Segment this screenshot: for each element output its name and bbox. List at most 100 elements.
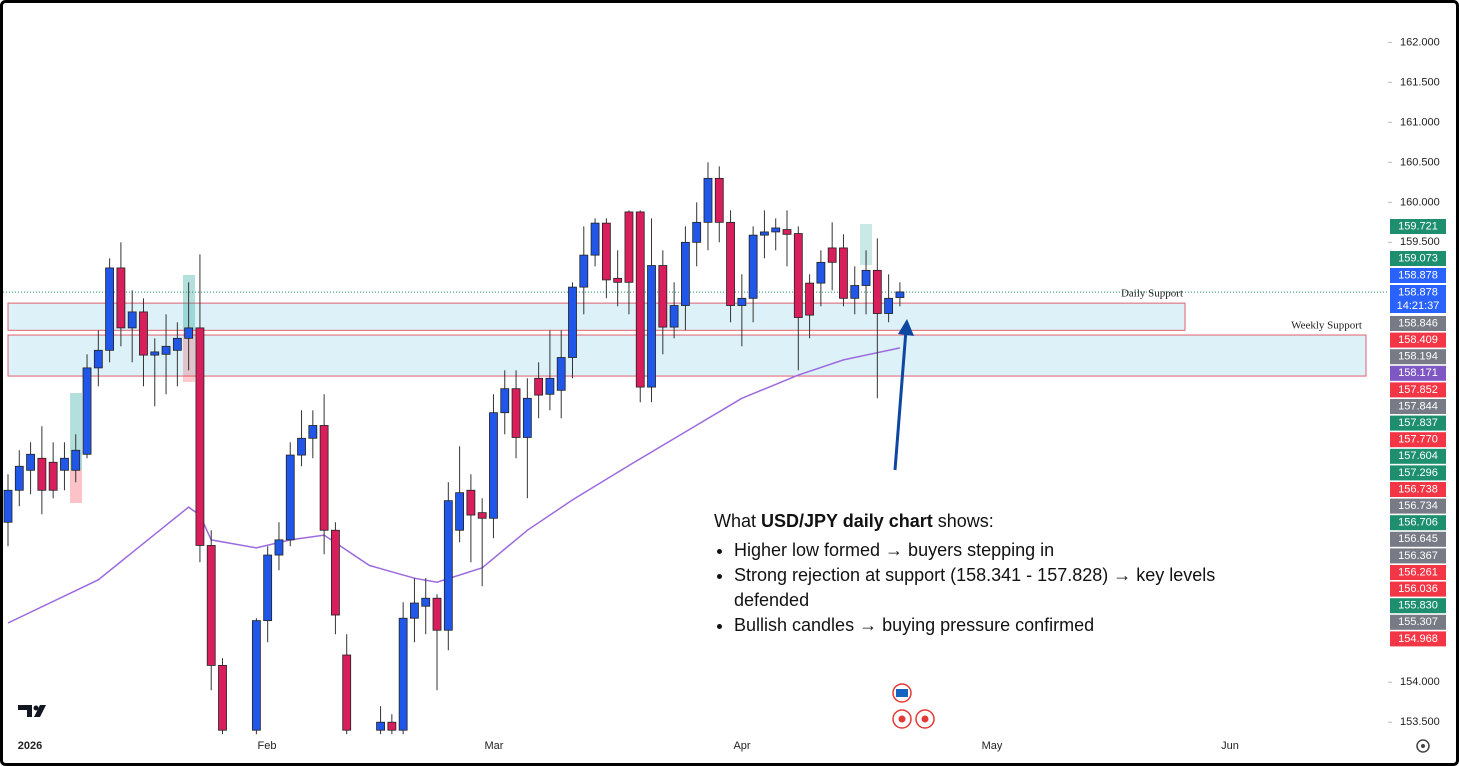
candle-body (195, 327, 205, 546)
price-label-box (1390, 268, 1446, 283)
price-label-box (1390, 598, 1446, 614)
price-label-box (1390, 565, 1446, 580)
candle-body (285, 454, 295, 541)
price-label-box (1390, 251, 1446, 266)
candle-body (579, 254, 589, 288)
support-zone (7, 334, 1367, 377)
bullet-list: Higher low formed → buyers stepping inSt… (714, 538, 1274, 638)
candle-body (748, 234, 758, 299)
candle-body (489, 412, 498, 519)
price-label: 155.830 (1398, 600, 1438, 612)
highlight (860, 224, 872, 265)
candle-body (624, 211, 634, 283)
candle-body (14, 465, 24, 491)
candle-body (308, 425, 318, 439)
x-tick-label: Feb (258, 740, 277, 752)
candle-body (139, 311, 148, 356)
y-tick-label: 161.000 (1400, 116, 1440, 128)
candle-body (771, 227, 781, 233)
candle-body (884, 297, 894, 314)
event-icons (892, 683, 935, 729)
bullet: Bullish candles → buying pressure confir… (734, 613, 1274, 638)
candle-body (839, 247, 848, 299)
candle-body (500, 388, 510, 414)
candle-body (861, 269, 871, 286)
candle-body (218, 665, 227, 731)
arrow (893, 329, 908, 471)
price-label-box (1390, 349, 1446, 365)
candle-body (522, 397, 532, 438)
price-label-box (1390, 482, 1446, 497)
bullet: Strong rejection at support (158.341 - 1… (734, 563, 1274, 613)
candle-body (827, 247, 837, 263)
price-label: 156.367 (1398, 550, 1438, 562)
x-tick-label: May (982, 740, 1003, 752)
candle-body (793, 233, 803, 318)
candle-body (511, 388, 521, 438)
candle-body (376, 721, 385, 731)
candle-body (116, 267, 126, 329)
price-label-box (1390, 332, 1446, 348)
price-label: 156.645 (1398, 533, 1438, 545)
candle-body (647, 265, 656, 388)
candle-body (105, 267, 115, 351)
candle-body (93, 349, 103, 369)
candle-body (692, 221, 702, 243)
candle-body (872, 269, 882, 314)
price-label-box (1390, 399, 1446, 414)
candle-body (681, 241, 690, 306)
highlight (70, 470, 82, 503)
heading-text: What (714, 511, 762, 531)
candle-body (26, 453, 35, 471)
price-label-box (1390, 498, 1446, 514)
candle-body (714, 177, 724, 223)
y-tick-label: 160.000 (1400, 196, 1440, 208)
candle-body (782, 229, 792, 235)
candle-body (477, 512, 487, 519)
x-tick-label: Apr (733, 740, 750, 752)
y-tick-label: 161.500 (1400, 76, 1440, 88)
price-label-box (1390, 432, 1446, 448)
candle-body (297, 437, 306, 456)
candle-body (895, 291, 905, 298)
y-tick-label: 159.500 (1400, 236, 1440, 248)
settings-icon[interactable] (1416, 739, 1430, 753)
candle-body (455, 492, 465, 531)
candle-body (703, 177, 713, 223)
candle-body (635, 211, 645, 388)
price-label-box (1390, 365, 1446, 381)
candle-body (71, 449, 81, 471)
candle-body (127, 311, 137, 329)
price-label-box (1390, 415, 1446, 431)
zone-label: Daily Support (1121, 288, 1183, 300)
candle-body (568, 286, 577, 358)
heading-text: shows: (932, 511, 994, 531)
y-tick-label: 153.500 (1400, 716, 1440, 728)
price-label-box (1390, 614, 1446, 630)
candle-body (331, 529, 340, 616)
candle-body (161, 345, 171, 355)
tradingview-logo (18, 705, 46, 717)
candle-body (850, 285, 860, 299)
price-label-box (1390, 581, 1446, 597)
price-label: 157.852 (1398, 384, 1438, 396)
zone-label: Weekly Support (1291, 320, 1362, 332)
candle-body (421, 597, 431, 607)
price-label-box (1390, 285, 1446, 313)
price-label: 154.968 (1398, 633, 1438, 645)
price-label-box (1390, 448, 1446, 464)
bullet: Higher low formed → buyers stepping in (734, 538, 1274, 563)
price-label: 155.307 (1398, 616, 1438, 628)
candle-body (37, 457, 47, 491)
price-label: 159.073 (1398, 252, 1438, 264)
price-label-box (1390, 316, 1446, 331)
candle-body (556, 357, 566, 391)
heading-bold: USD/JPY daily chart (761, 511, 933, 531)
candle-body (48, 461, 58, 491)
y-tick-label: 154.000 (1400, 676, 1440, 688)
price-label: 158.846 (1398, 317, 1438, 329)
price-label-box (1390, 465, 1446, 481)
x-tick-label: 2026 (18, 740, 42, 752)
candle-body (443, 500, 453, 631)
price-label: 158.409 (1398, 334, 1438, 346)
